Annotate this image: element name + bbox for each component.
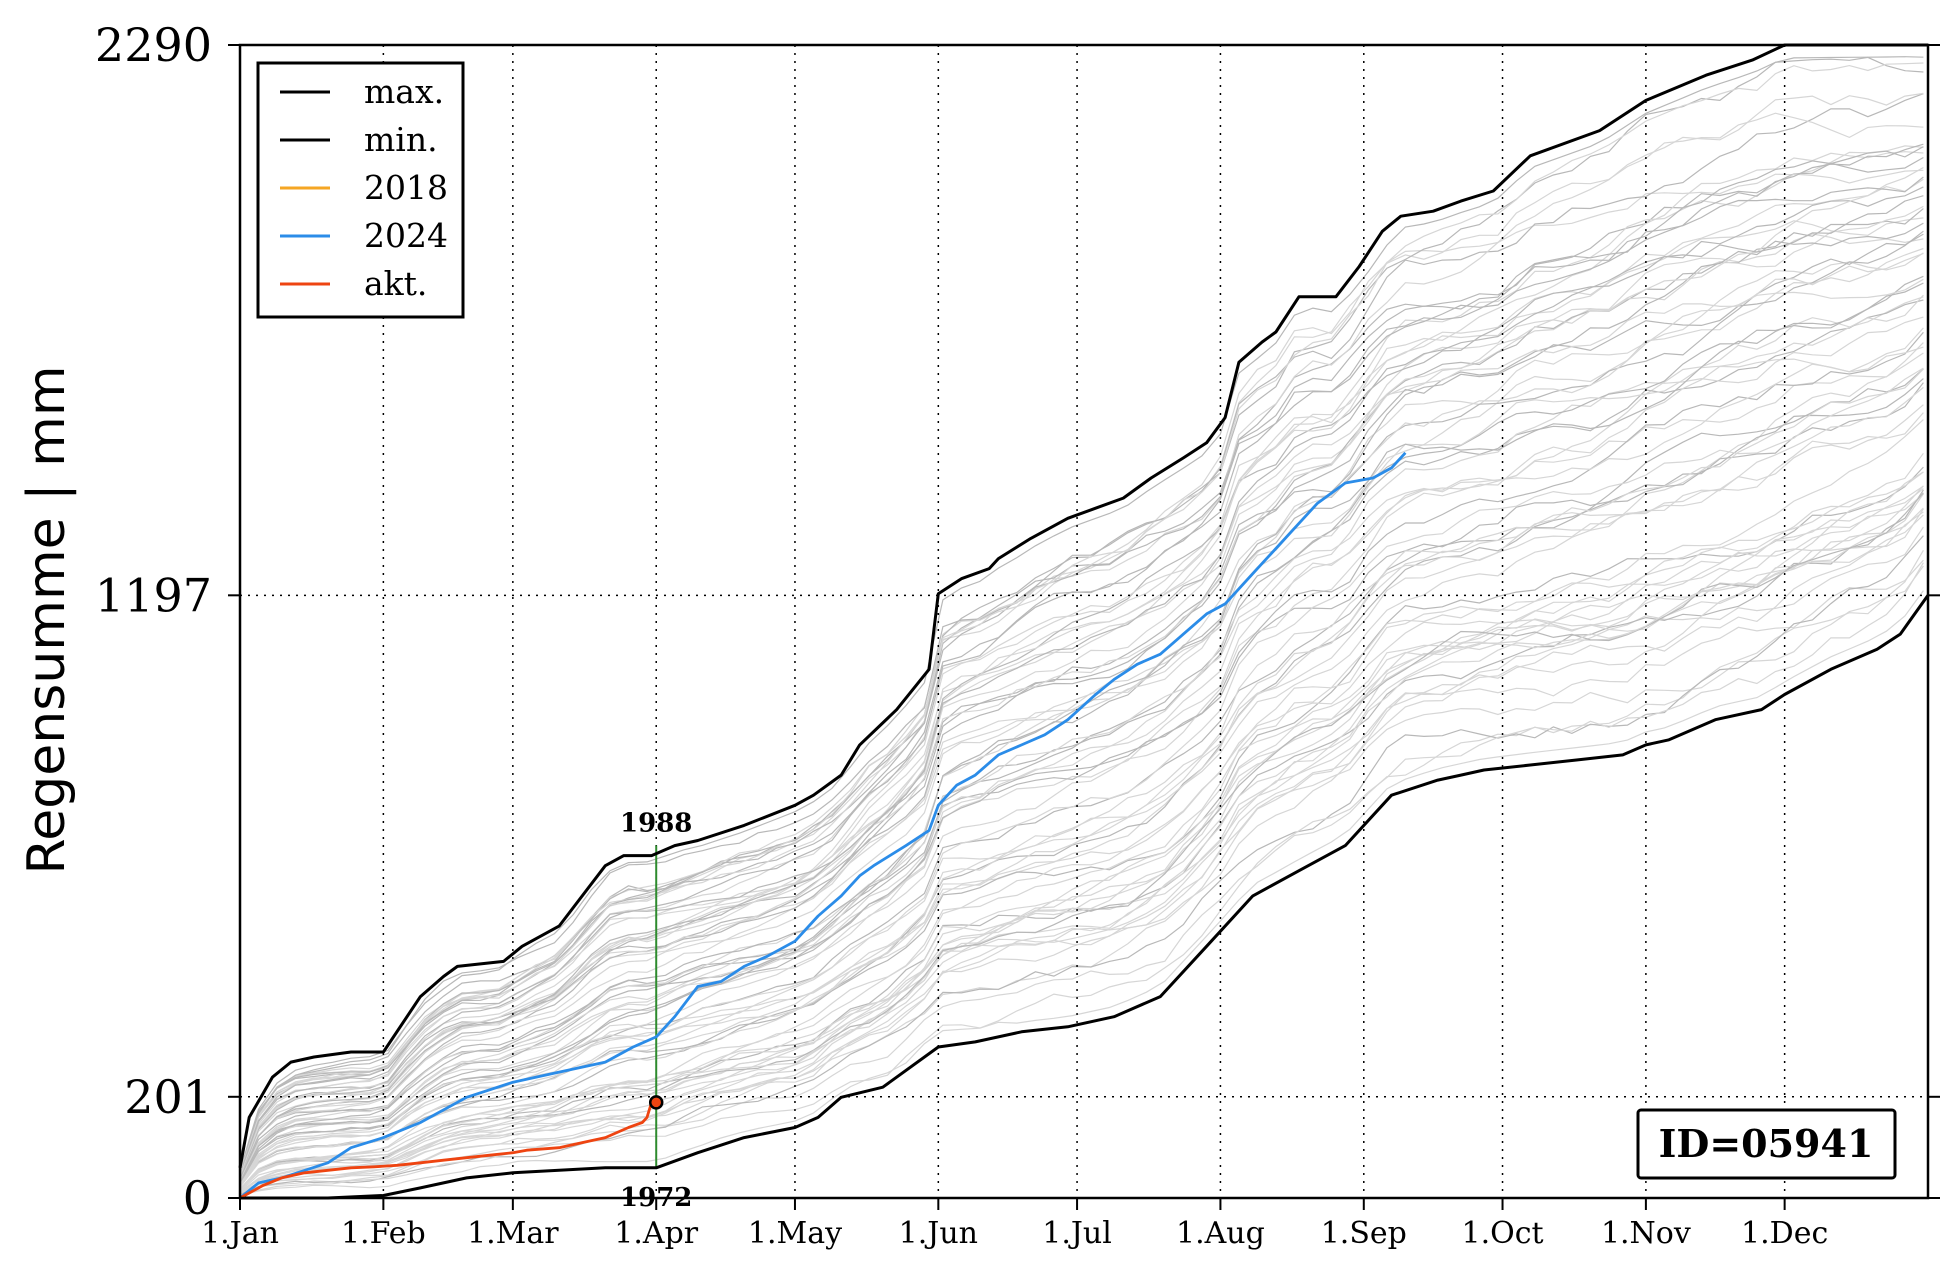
legend-label: 2024	[364, 216, 448, 255]
history-line	[239, 233, 1924, 1177]
history-line	[239, 382, 1924, 1184]
legend: max. min. 2018 2024 akt.	[256, 61, 465, 319]
historical-years-lines	[239, 56, 1924, 1197]
history-line	[239, 56, 1924, 1171]
history-line	[239, 327, 1924, 1186]
legend-label: akt.	[364, 264, 427, 303]
history-line	[239, 493, 1924, 1191]
history-line	[239, 186, 1924, 1177]
history-line	[239, 282, 1924, 1183]
year-annotation: 1988	[620, 809, 692, 839]
x-tick-label: 1.Sep	[1321, 1216, 1407, 1251]
history-line	[239, 176, 1924, 1172]
legend-label: min.	[364, 120, 438, 159]
history-line	[239, 56, 1924, 1172]
history-line	[239, 296, 1924, 1184]
x-tick-label: 1.Jun	[899, 1216, 978, 1251]
x-tick-label: 1.Dec	[1741, 1216, 1828, 1251]
history-line	[239, 178, 1924, 1176]
series-line-max	[238, 43, 1928, 1169]
history-line	[239, 156, 1924, 1173]
history-line	[239, 217, 1924, 1177]
series-line-2024	[239, 451, 1407, 1200]
id-box-group: ID=05941	[1636, 1108, 1897, 1180]
history-line	[239, 92, 1924, 1172]
history-line	[239, 252, 1924, 1179]
history-line	[239, 346, 1924, 1181]
history-line	[239, 331, 1924, 1183]
x-tick-label: 1.Aug	[1176, 1216, 1265, 1251]
history-line	[239, 493, 1924, 1195]
x-tick-label: 1.Apr	[614, 1216, 698, 1251]
history-line	[239, 471, 1924, 1190]
history-line	[239, 146, 1924, 1174]
x-tick-label: 1.Nov	[1601, 1216, 1691, 1251]
history-line	[239, 419, 1924, 1191]
current-value-marker	[648, 1095, 664, 1110]
legend-label: 2018	[364, 168, 448, 207]
x-tick-label: 1.Jan	[201, 1216, 279, 1251]
x-tick-label: 1.Feb	[341, 1216, 426, 1251]
history-line	[239, 143, 1924, 1171]
history-line	[239, 169, 1924, 1175]
series-line-min	[240, 594, 1930, 1200]
history-line	[239, 294, 1924, 1181]
y-tick-label: 1197	[95, 568, 212, 622]
frame-layer	[238, 43, 1930, 1200]
history-line	[239, 485, 1924, 1192]
y-tick-label: 201	[124, 1070, 212, 1124]
history-line	[239, 508, 1924, 1191]
id-label: ID=05941	[1659, 1121, 1874, 1166]
id-box	[1636, 1108, 1897, 1180]
history-line	[239, 222, 1924, 1175]
history-line	[239, 316, 1924, 1182]
history-line	[239, 471, 1924, 1193]
history-line	[239, 195, 1924, 1180]
history-line	[239, 368, 1924, 1186]
ticks-layer: 0 201 1197 2290 1.Jan 1.Feb 1.Mar 1.Apr 1.May 1.J…	[95, 18, 1940, 1251]
history-line	[239, 275, 1924, 1179]
y-tick-label: 2290	[95, 18, 212, 72]
history-line	[239, 230, 1924, 1177]
history-line	[239, 488, 1924, 1190]
x-tick-label: 1.May	[748, 1216, 842, 1251]
history-line	[239, 233, 1924, 1180]
history-line	[239, 590, 1924, 1197]
history-line	[239, 535, 1924, 1196]
history-line	[239, 386, 1924, 1188]
history-line	[239, 412, 1924, 1187]
history-line	[239, 565, 1924, 1195]
legend-box	[256, 61, 465, 319]
x-tick-label: 1.Oct	[1461, 1216, 1543, 1251]
x-tick-label: 1.Mar	[467, 1216, 559, 1251]
y-axis-title: Regensumme | mm	[17, 366, 77, 875]
history-line	[239, 514, 1924, 1193]
series-layer	[238, 43, 1930, 1200]
plot-frame	[238, 43, 1930, 1200]
legend-label: max.	[364, 72, 444, 111]
history-line	[239, 352, 1924, 1186]
history-line	[239, 368, 1924, 1184]
annotations: 1988 1972	[620, 809, 692, 1213]
history-line	[239, 342, 1924, 1182]
y-tick-label: 0	[183, 1171, 212, 1225]
history-line	[239, 252, 1924, 1179]
history-line	[239, 511, 1924, 1195]
year-annotation: 1972	[620, 1183, 692, 1213]
history-line	[239, 145, 1924, 1171]
history-line	[239, 278, 1924, 1179]
history-line	[239, 62, 1924, 1173]
series-line-akt	[239, 1101, 653, 1200]
history-line	[239, 466, 1924, 1188]
history-line	[239, 492, 1924, 1190]
x-tick-label: 1.Jul	[1042, 1216, 1112, 1251]
